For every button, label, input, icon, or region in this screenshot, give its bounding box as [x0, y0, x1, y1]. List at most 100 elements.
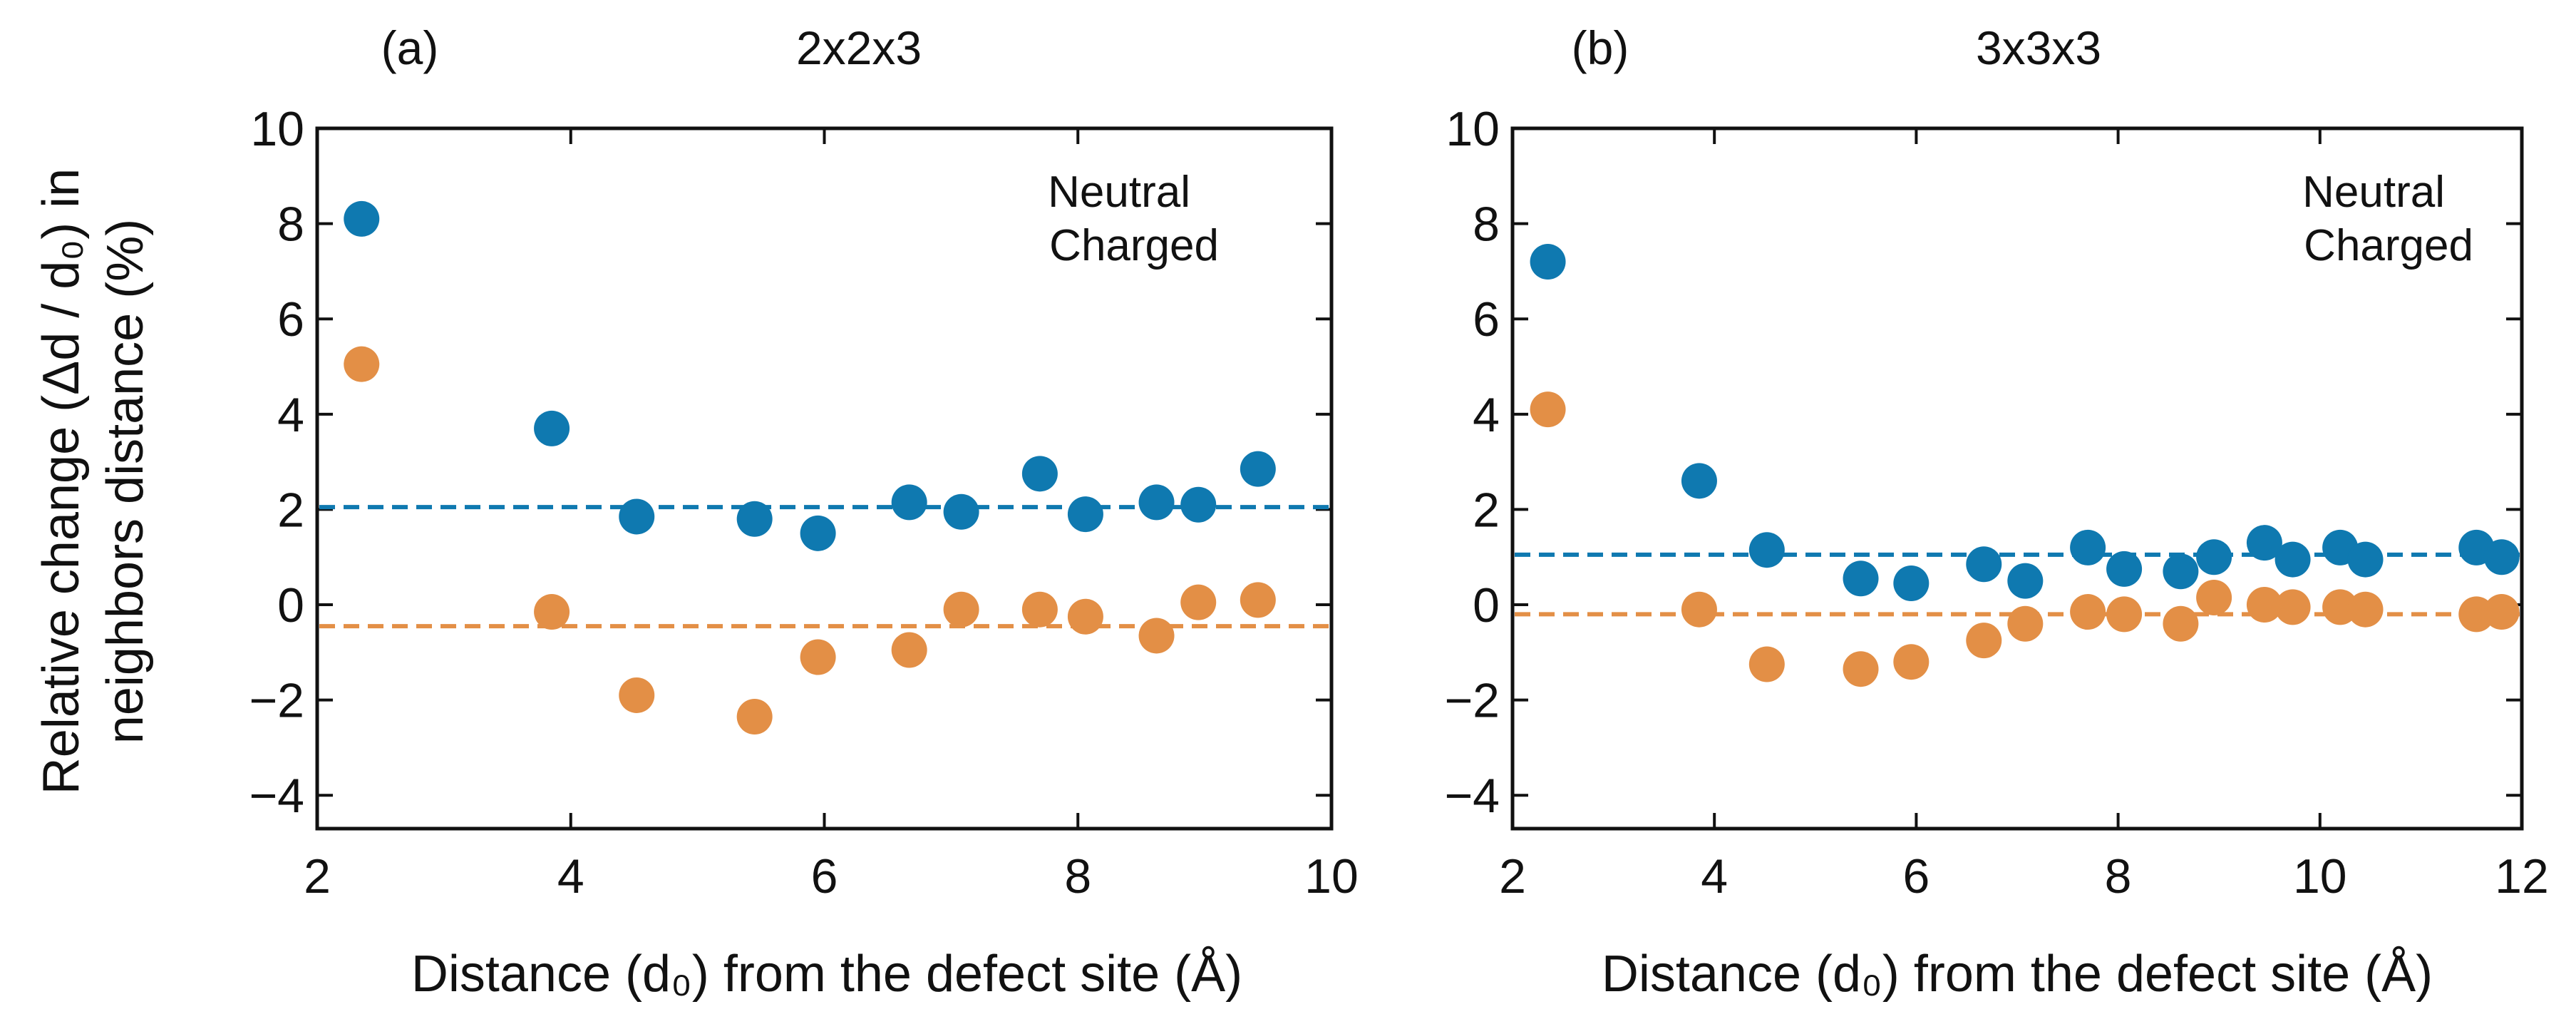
- legend-charged-a: Charged: [1049, 221, 1219, 270]
- point-neutral: [2106, 596, 2143, 633]
- data-points-a: [344, 200, 1276, 735]
- y-axis-title-line2: neighbors distance (%): [97, 219, 154, 744]
- point-charged: [2196, 539, 2232, 575]
- x-tick-label: 8: [1064, 849, 1091, 904]
- point-neutral: [1843, 651, 1879, 687]
- point-neutral: [344, 346, 380, 382]
- y-tick-label: 4: [277, 388, 304, 442]
- point-neutral: [2483, 594, 2520, 630]
- point-neutral: [2163, 605, 2199, 642]
- x-tick-label: 6: [1902, 849, 1930, 904]
- point-charged: [1530, 244, 1566, 280]
- point-neutral: [1681, 591, 1717, 628]
- data-points-b: [1530, 244, 2520, 687]
- point-neutral: [1021, 591, 1058, 628]
- point-charged: [619, 498, 655, 535]
- y-tick-label: 2: [277, 483, 304, 537]
- point-neutral: [1748, 646, 1785, 682]
- chart-panel-a: (a) 2x2x3 2 4 6 8 10 10 8 6 4 2 0 −2 −4 Neutral Char…: [249, 21, 1358, 1003]
- legend-neutral-b: Neutral: [2302, 168, 2445, 217]
- y-tick-label: 0: [277, 578, 304, 633]
- chart-panel-b: (b) 3x3x3 2 4 6 8 10 12 10 8 6 4 2 0 −2 −4 Neutral Ch…: [1444, 21, 2548, 1003]
- plot-frame-b: [1510, 126, 2524, 831]
- point-neutral: [1966, 623, 2002, 659]
- x-tick-label: 10: [2293, 849, 2347, 904]
- y-tick-label: 6: [1473, 292, 1500, 347]
- point-charged: [1067, 496, 1103, 533]
- point-neutral: [736, 699, 773, 735]
- point-charged: [2274, 541, 2311, 578]
- point-neutral: [891, 632, 927, 668]
- point-charged: [1138, 484, 1175, 521]
- point-charged: [943, 493, 979, 530]
- point-neutral: [943, 591, 979, 628]
- y-tick-label: −4: [1444, 769, 1500, 823]
- y-tick-label: 8: [277, 198, 304, 252]
- x-tick-label: 2: [1499, 849, 1526, 904]
- point-charged: [2163, 553, 2199, 590]
- point-neutral: [800, 639, 836, 675]
- y-tick-label: 4: [1473, 388, 1500, 442]
- point-neutral: [534, 594, 570, 630]
- point-charged: [1021, 456, 1058, 492]
- y-tick-label: 0: [1473, 578, 1500, 633]
- point-charged: [1240, 451, 1276, 487]
- y-tick-label: 10: [250, 102, 304, 156]
- point-charged: [534, 410, 570, 446]
- point-neutral: [619, 677, 655, 713]
- point-neutral: [2070, 594, 2106, 630]
- point-charged: [736, 501, 773, 537]
- point-charged: [2106, 551, 2143, 587]
- y-tick-label: 6: [277, 292, 304, 347]
- panel-label-b: (b): [1572, 21, 1629, 74]
- point-charged: [1681, 463, 1717, 499]
- point-charged: [2347, 541, 2384, 578]
- x-tick-label: 6: [811, 849, 838, 904]
- chart-title-a: 2x2x3: [796, 21, 922, 74]
- point-neutral: [2007, 605, 2044, 642]
- point-charged: [1966, 546, 2002, 583]
- x-tick-label: 10: [1304, 849, 1359, 904]
- point-neutral: [1893, 644, 1930, 680]
- x-tick-label: 2: [304, 849, 331, 904]
- x-tick-label: 4: [557, 849, 584, 904]
- point-neutral: [1138, 618, 1175, 654]
- point-neutral: [2196, 580, 2232, 616]
- panel-label-a: (a): [381, 21, 439, 74]
- point-charged: [1748, 532, 1785, 568]
- point-neutral: [2246, 587, 2282, 623]
- ticks-layer-a: 2 4 6 8 10 10 8 6 4 2 0 −2 −4: [249, 102, 1358, 904]
- legend-charged-b: Charged: [2304, 221, 2473, 270]
- point-neutral: [2347, 591, 2384, 628]
- chart-title-b: 3x3x3: [1976, 21, 2101, 74]
- point-charged: [1893, 565, 1930, 601]
- y-tick-label: 8: [1473, 198, 1500, 252]
- point-charged: [2483, 539, 2520, 575]
- y-tick-label: 2: [1473, 483, 1500, 537]
- x-tick-label: 4: [1701, 849, 1728, 904]
- point-charged: [2070, 529, 2106, 565]
- point-neutral: [2274, 589, 2311, 625]
- y-tick-label: −4: [249, 769, 304, 823]
- point-charged: [2007, 563, 2044, 599]
- x-tick-label: 8: [2105, 849, 2132, 904]
- point-neutral: [1240, 582, 1276, 618]
- plot-frame-a: [315, 126, 1334, 831]
- point-neutral: [1530, 391, 1566, 428]
- y-axis-title-line1: Relative change (Δd / d₀) in: [33, 168, 90, 794]
- x-axis-title-a: Distance (d₀) from the defect site (Å): [411, 946, 1242, 1003]
- y-tick-label: −2: [1444, 674, 1500, 728]
- point-charged: [344, 200, 380, 237]
- point-charged: [1180, 486, 1217, 523]
- x-axis-title-b: Distance (d₀) from the defect site (Å): [1602, 946, 2433, 1003]
- legend-neutral-a: Neutral: [1048, 168, 1190, 217]
- point-charged: [800, 515, 836, 551]
- y-tick-label: −2: [249, 674, 304, 728]
- y-tick-label: 10: [1446, 102, 1500, 156]
- point-neutral: [1180, 584, 1217, 620]
- point-neutral: [1067, 598, 1103, 635]
- point-charged: [891, 484, 927, 521]
- point-charged: [1843, 560, 1879, 597]
- x-tick-label: 12: [2495, 849, 2549, 904]
